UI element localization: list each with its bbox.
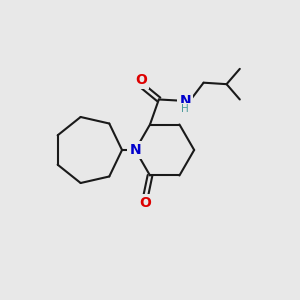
Text: N: N (179, 94, 191, 108)
Text: H: H (182, 104, 189, 114)
Text: N: N (130, 143, 141, 157)
Text: O: O (140, 196, 152, 210)
Text: O: O (135, 73, 147, 87)
